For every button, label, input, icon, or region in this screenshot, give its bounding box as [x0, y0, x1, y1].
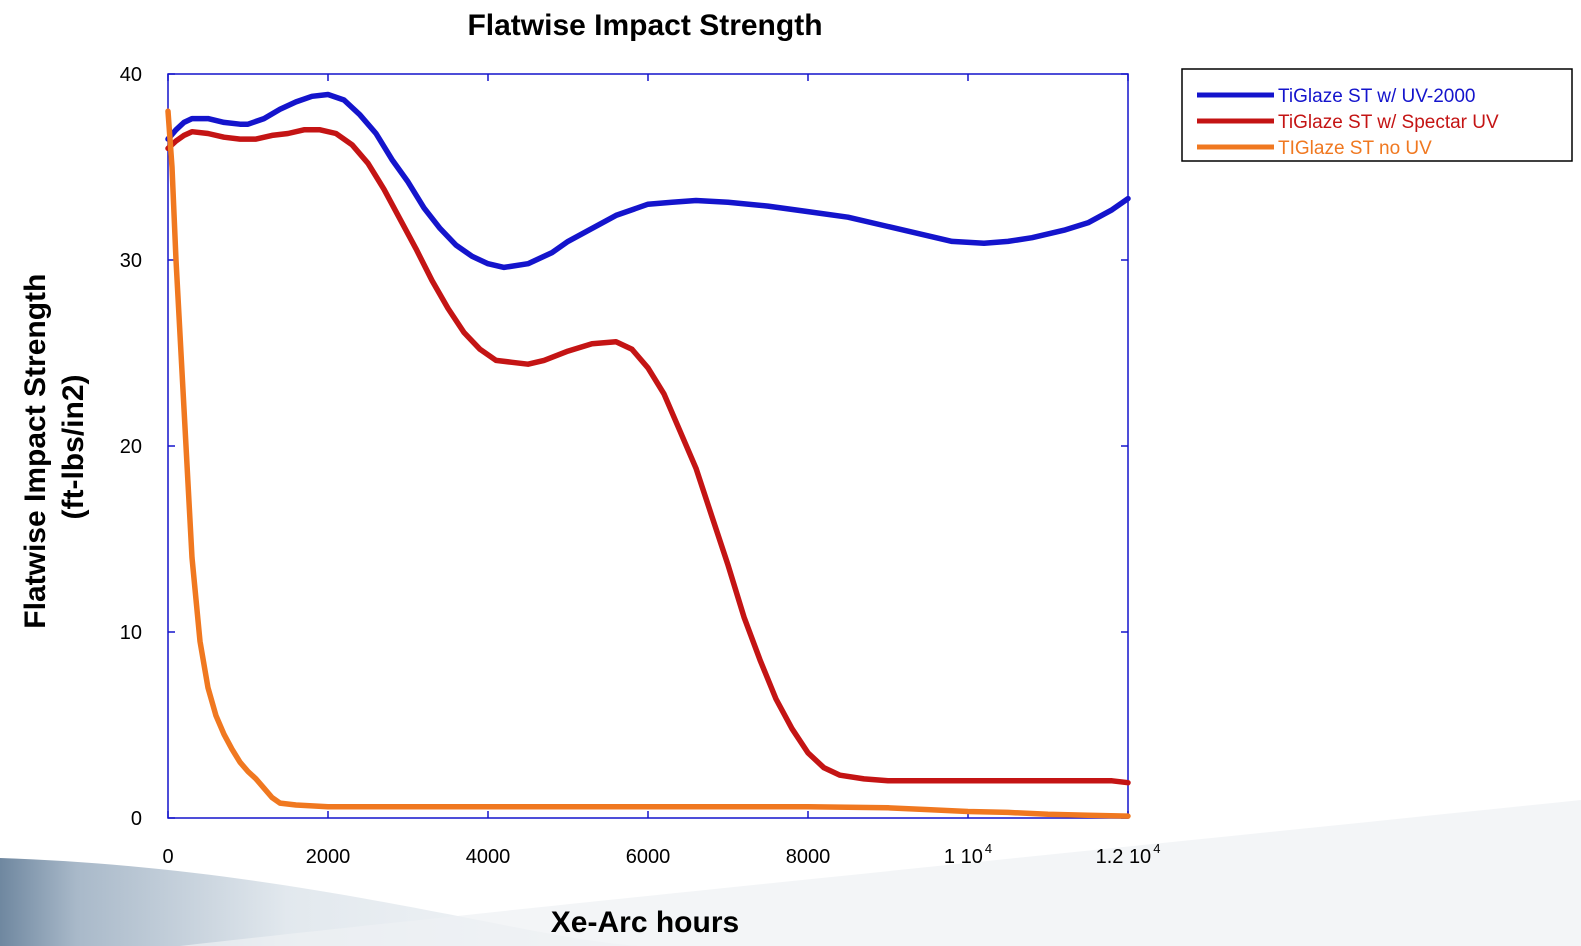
x-tick-label: 1 10 4 [944, 841, 992, 868]
legend-label-1: TiGlaze ST w/ UV-2000 [1278, 86, 1475, 107]
y-tick-label: 30 [120, 250, 142, 272]
legend-label-3: TIGlaze ST no UV [1278, 138, 1432, 159]
x-tick-label: 2000 [306, 846, 351, 868]
x-tick-label: 8000 [786, 846, 831, 868]
x-tick-label-base: 6000 [626, 846, 671, 868]
legend: TiGlaze ST w/ UV-2000 TiGlaze ST w/ Spect… [1181, 68, 1573, 162]
chart-title: Flatwise Impact Strength [467, 9, 822, 42]
y-tick-label: 10 [120, 622, 142, 644]
x-axis-title: Xe-Arc hours [551, 906, 739, 939]
background-swoosh-band [180, 800, 1581, 946]
x-tick-label-base: 1.2 10 [1096, 846, 1152, 868]
x-tick-label: 4000 [466, 846, 511, 868]
x-tick-label-base: 2000 [306, 846, 351, 868]
series-line-2 [165, 127, 1131, 786]
y-tick-label: 0 [131, 808, 142, 830]
legend-items: TiGlaze ST w/ UV-2000 TiGlaze ST w/ Spect… [1197, 86, 1499, 159]
series-line-3 [165, 108, 1131, 819]
y-tick-label: 40 [120, 64, 142, 86]
plot-frame [167, 73, 1129, 819]
legend-label-2: TiGlaze ST w/ Spectar UV [1278, 112, 1499, 133]
x-tick-label: 1.2 10 4 [1096, 841, 1161, 868]
x-tick-label-base: 1 10 [944, 846, 983, 868]
y-axis-title-line-1: Flatwise Impact Strength [19, 274, 52, 629]
series-line-1 [165, 91, 1131, 271]
x-tick-label-base: 4000 [466, 846, 511, 868]
x-tick-label-exponent: 4 [985, 841, 992, 856]
x-tick-label: 6000 [626, 846, 671, 868]
x-tick-label-exponent: 4 [1153, 841, 1160, 856]
y-tick-label: 20 [120, 436, 142, 458]
series-layer [165, 91, 1131, 819]
x-tick-label-base: 8000 [786, 846, 831, 868]
x-tick-label: 0 [162, 846, 173, 868]
y-axis-title: Flatwise Impact Strength (ft-lbs/in2) [19, 265, 90, 628]
y-axis-title-line-2: (ft-lbs/in2) [57, 375, 90, 520]
x-tick-label-base: 0 [162, 846, 173, 868]
